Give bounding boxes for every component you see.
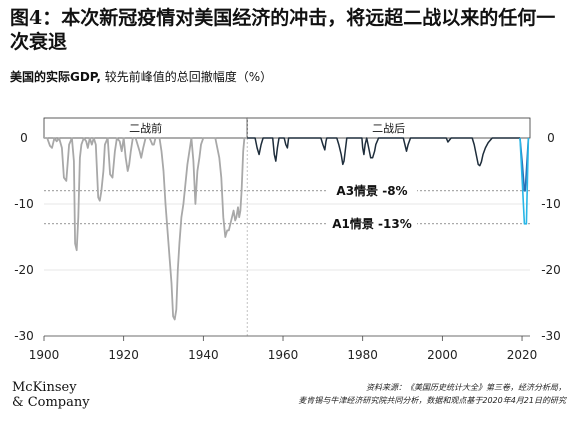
series-pre-war-line: [44, 137, 248, 321]
y-tick-label-left: -20: [14, 263, 34, 277]
x-tick-label: 1920: [108, 348, 139, 362]
series-a1-scenario-line: [519, 137, 530, 225]
x-tick-label: 1900: [29, 348, 60, 362]
chart-subtitle: 美国的实际GDP, 较先前峰值的总回撤幅度（%）: [10, 68, 272, 85]
y-tick-label-right: -30: [541, 329, 561, 343]
reference-label-1: A3情景 -8%: [336, 183, 407, 198]
subtitle-bold: 美国的实际GDP,: [10, 70, 101, 84]
x-tick-label: 2000: [427, 348, 458, 362]
y-tick-label-right: -20: [541, 263, 561, 277]
x-tick-label: 1980: [347, 348, 378, 362]
y-tick-label-left: -10: [14, 197, 34, 211]
period-label-2: 二战后: [372, 122, 405, 135]
y-tick-label-right: -10: [541, 197, 561, 211]
x-tick-label: 2020: [507, 348, 538, 362]
logo-line-1: McKinsey: [12, 380, 77, 395]
source-note: 资料来源：《美国历史统计大全》第三卷，经济分析局， 麦肯锡与牛津经济研究院共同分…: [206, 381, 566, 407]
reference-label-2: A1情景 -13%: [332, 216, 412, 231]
reference-label-bg-1: [327, 181, 417, 198]
source-line-1: 资料来源：《美国历史统计大全》第三卷，经济分析局，: [366, 383, 566, 392]
period-label-1: 二战前: [129, 121, 162, 135]
logo-line-2: & Company: [12, 395, 90, 410]
series-post-war-line: [247, 137, 520, 167]
x-tick-label: 1940: [188, 348, 219, 362]
subtitle-rest: 较先前峰值的总回撤幅度（%）: [100, 70, 273, 84]
series-a3-scenario-line: [519, 137, 530, 192]
x-tick-label: 1960: [268, 348, 299, 362]
y-tick-label-left: -30: [14, 329, 34, 343]
chart-title: 图4：本次新冠疫情对美国经济的冲击，将远超二战以来的任何一次衰退: [10, 7, 556, 53]
source-line-2: 麦肯锡与牛津经济研究院共同分析，数据和观点基于2020年4月21日的研究: [298, 396, 566, 405]
reference-label-bg-2: [327, 214, 417, 231]
y-tick-label-right: 0: [547, 131, 555, 145]
mckinsey-logo: McKinsey & Company: [12, 380, 90, 410]
y-tick-label-left: 0: [20, 131, 28, 145]
